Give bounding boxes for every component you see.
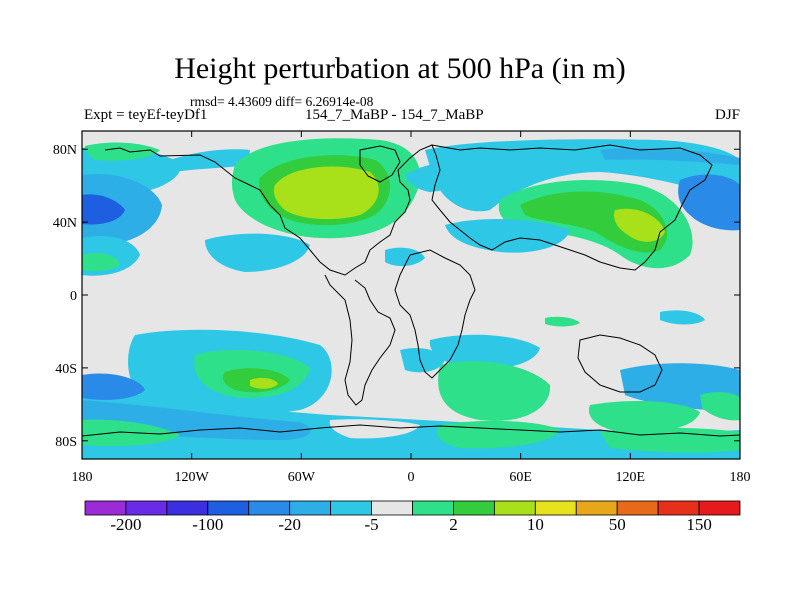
colorbar-label: -100 [192, 515, 224, 534]
contour-fills [82, 138, 740, 459]
axis-ticks [81, 131, 741, 459]
colorbar-box [248, 500, 291, 516]
contour-lime-ne-atlantic [273, 166, 379, 220]
y-tick-label: 0 [70, 289, 77, 304]
contour-blue-n-pacific [600, 147, 740, 165]
colorbar-label: 10 [526, 515, 544, 534]
contour-cyan-s-africa [429, 334, 540, 370]
colorbar-box [371, 500, 413, 516]
contour-blue-s-far-west [82, 373, 145, 400]
x-tick-label: 60E [509, 470, 532, 485]
colorbar-box [166, 500, 209, 516]
coastline-antarctica [82, 424, 740, 437]
colorbar-box [616, 500, 659, 516]
coastline-australia [577, 334, 663, 393]
y-tick-label: 80S [55, 435, 77, 450]
x-tick-label: 120W [175, 470, 210, 485]
contour-cyan-mid-atlantic [205, 233, 310, 272]
coastline-africa [394, 249, 476, 379]
y-tick-label: 40S [55, 362, 77, 377]
colorbar-box [493, 500, 536, 516]
colorbar-label: -5 [364, 515, 379, 534]
x-tick-label: 0 [408, 470, 415, 485]
coastline-greenland [359, 145, 401, 183]
case-label: 154_7_MaBP - 154_7_MaBP [305, 107, 484, 123]
contour-cyan-s-atlantic [400, 348, 445, 373]
experiment-label: Expt = teyEf-teyDf1 [84, 107, 208, 123]
contour-green-s-east [588, 400, 700, 433]
y-tick-label: 80N [53, 143, 77, 158]
coastline-eurasia [431, 144, 713, 271]
contour-cyan-east-eq [660, 310, 705, 325]
colorbar-label: 50 [608, 515, 626, 534]
contour-green-east-eq [545, 316, 580, 327]
colorbar-box [207, 500, 250, 516]
contour-green-west-eq [82, 253, 120, 272]
contour-darkgreen-n-america [520, 191, 668, 253]
contour-darkblue-west [82, 194, 125, 225]
contour-green-s-far-east [700, 392, 740, 421]
colorbar-box [125, 500, 168, 516]
colorbar-box [289, 500, 332, 516]
colorbar-label: 2 [449, 515, 458, 534]
contour-blue-east-pacific [678, 174, 740, 231]
colorbar-box [453, 500, 495, 516]
colorbar-box [534, 500, 577, 516]
x-tick-label: 120E [616, 470, 646, 485]
contour-green-top-left [85, 142, 160, 161]
colorbar-box [84, 500, 127, 516]
contour-grey-antarctic-gap [329, 419, 420, 439]
stats-line: rmsd= 4.43609 diff= 6.26914e-08 [190, 94, 374, 109]
colorbar-box [575, 500, 618, 516]
coastlines [82, 144, 740, 437]
contour-green-s-indian [438, 361, 551, 421]
colorbar-label: 150 [686, 515, 712, 534]
colorbar-box [330, 500, 372, 516]
contour-lime-s-west [250, 377, 278, 389]
season-label: DJF [714, 107, 740, 123]
coastline-south-america [324, 274, 396, 406]
colorbar-label: -200 [110, 515, 142, 534]
colorbar-box [698, 500, 741, 516]
coastline-north-america [104, 144, 433, 276]
axis-labels: 80N 40N 0 40S 80S 180 120W 60W 0 60E 120E 180 [53, 143, 751, 485]
contour-lime-n-america [614, 208, 665, 242]
colorbar-label: -20 [278, 515, 302, 534]
contour-green-antarctic-east [600, 427, 740, 453]
colorbar [84, 500, 741, 516]
contour-cyan-caribbean [385, 247, 425, 267]
x-tick-label: 60W [288, 470, 316, 485]
y-tick-label: 40N [53, 216, 77, 231]
x-tick-label: 180 [72, 470, 93, 485]
colorbar-box [657, 500, 700, 516]
colorbar-box [412, 500, 454, 516]
contour-cyan-indian [445, 218, 570, 253]
map-title: Height perturbation at 500 hPa (in m) [174, 52, 626, 85]
x-tick-label: 180 [730, 470, 751, 485]
